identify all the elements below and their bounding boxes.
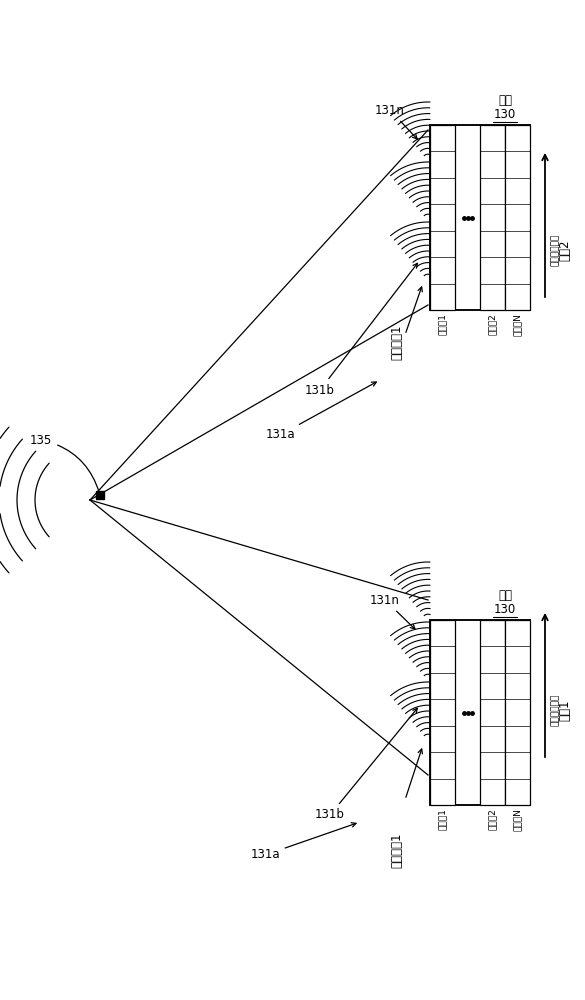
- Bar: [480, 620, 505, 805]
- Text: 131n: 131n: [375, 104, 417, 139]
- Bar: [430, 125, 455, 310]
- Bar: [430, 125, 530, 310]
- Text: 子阵兗1: 子阵兗1: [438, 313, 447, 335]
- Text: （空间位置）: （空间位置）: [550, 234, 559, 266]
- Text: 阵列: 阵列: [498, 94, 512, 107]
- Bar: [430, 620, 455, 805]
- Text: 子阵列N: 子阵列N: [513, 808, 522, 831]
- Text: 位置1: 位置1: [559, 699, 572, 721]
- Text: 131b: 131b: [315, 708, 417, 822]
- Text: 135: 135: [30, 434, 99, 492]
- Text: 131b: 131b: [305, 263, 418, 396]
- Text: 相位中心1: 相位中心1: [390, 324, 403, 360]
- Bar: [505, 125, 530, 310]
- Text: 子阵列N: 子阵列N: [513, 313, 522, 336]
- Text: 位置2: 位置2: [559, 239, 572, 261]
- Text: 131n: 131n: [370, 593, 415, 629]
- Text: 130: 130: [494, 603, 516, 616]
- Text: 相位中心1: 相位中心1: [390, 832, 403, 868]
- Text: 子阵剗2: 子阵剗2: [488, 313, 497, 335]
- Text: （空间位置）: （空间位置）: [550, 694, 559, 726]
- Bar: [430, 620, 530, 805]
- Bar: [480, 125, 505, 310]
- Text: 子阵剗2: 子阵剗2: [488, 808, 497, 830]
- Text: 131a: 131a: [265, 382, 376, 442]
- Text: 子阵兗1: 子阵兗1: [438, 808, 447, 830]
- Text: 131a: 131a: [250, 823, 356, 861]
- Text: 阵列: 阵列: [498, 589, 512, 602]
- Bar: [505, 620, 530, 805]
- Text: 130: 130: [494, 108, 516, 121]
